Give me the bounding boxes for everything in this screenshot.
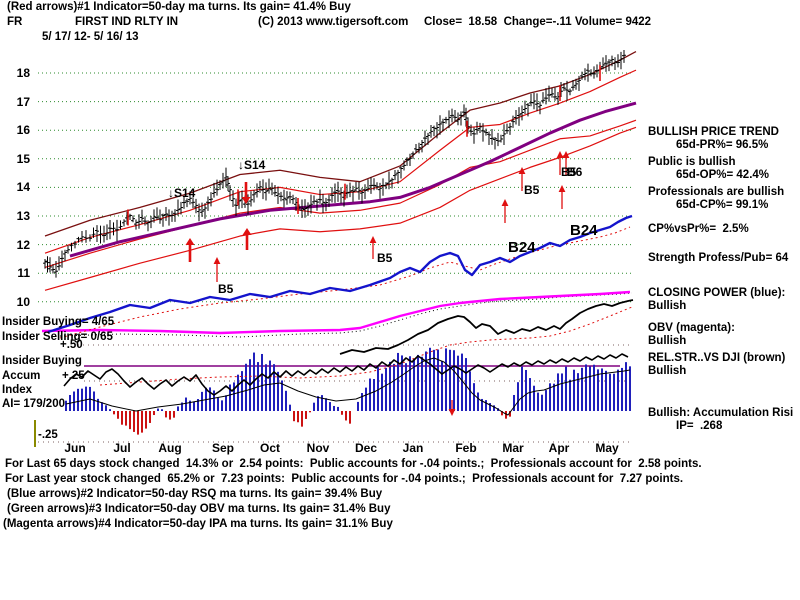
bollinger-bands <box>44 50 637 291</box>
side-panel-line: Bullish <box>648 335 687 347</box>
copyright-text: (C) 2013 www.tigersoft.com <box>258 16 409 28</box>
signal-label-b24: B24 <box>570 222 598 239</box>
month-label-mar: Mar <box>502 441 524 455</box>
left-label: -.25 <box>38 429 58 441</box>
left-label: Accum <box>2 370 41 382</box>
side-panel-line: CLOSING POWER (blue): <box>648 287 786 299</box>
price-bars <box>43 50 626 278</box>
relstr-ma-dotted <box>99 306 633 386</box>
month-label-apr: Apr <box>548 441 570 455</box>
left-label: AI= 179/200 <box>2 398 65 410</box>
accumulation-index-line <box>63 353 629 396</box>
indicator2-legend: (Blue arrows)#2 Indicator=50-day RSQ ma … <box>7 488 383 500</box>
side-panel-line: REL.STR..VS DJI (brown) <box>648 352 786 364</box>
y-axis-tick-label: 10 <box>16 294 30 309</box>
closing-power-line <box>47 214 633 334</box>
signal-label-b5: B5 <box>561 165 577 179</box>
month-label-sep: Sep <box>211 441 235 455</box>
signal-arrows <box>185 151 570 416</box>
side-panel-line: 65d-PR%= 96.5% <box>676 139 769 151</box>
side-panel-line: 65d-CP%= 99.1% <box>676 199 769 211</box>
side-panel-line: Public is bullish <box>648 156 736 168</box>
month-label-jan: Jan <box>402 441 424 455</box>
obv-line <box>41 290 631 335</box>
left-label: Insider Buying <box>2 355 82 367</box>
signal-label-b5: B5 <box>524 183 540 197</box>
signal-label-b5: B5 <box>377 251 393 265</box>
cp-ma-dotted <box>59 226 631 339</box>
side-panel-line: BULLISH PRICE TREND <box>648 126 779 138</box>
month-label-jun: Jun <box>64 441 86 455</box>
footer-line-year: For Last year stock changed 65.2% or 7.2… <box>5 473 684 485</box>
left-label: Insider Buying= 4/65 <box>2 316 115 328</box>
month-label-jul: Jul <box>113 441 131 455</box>
left-label: +.25 <box>62 370 85 382</box>
indicator4-legend: (Magenta arrows)#4 Indicator=50-day IPA … <box>3 518 393 530</box>
y-axis-tick-label: 18 <box>16 66 30 80</box>
side-panel-line: Bullish: Accumulation Risi <box>648 407 794 419</box>
y-axis-tick-label: 15 <box>16 151 30 166</box>
side-panel-line: OBV (magenta): <box>648 322 735 334</box>
y-axis-tick-label: 16 <box>16 123 30 138</box>
side-panel-line: 65d-OP%= 42.4% <box>676 169 770 181</box>
month-label-oct: Oct <box>259 441 281 455</box>
y-axis-tick-label: 11 <box>17 266 30 281</box>
ma50-line <box>69 101 637 258</box>
signal-label-b24: B24 <box>508 239 536 256</box>
y-axis-tick-label: 13 <box>16 209 30 223</box>
relative-strength-line <box>339 299 634 355</box>
month-label-nov: Nov <box>306 441 330 455</box>
ticker-symbol: FR <box>7 16 23 28</box>
indicator3-legend: (Green arrows)#3 Indicator=50-day OBV ma… <box>7 503 391 515</box>
month-label-dec: Dec <box>354 441 378 455</box>
indicator1-legend: (Red arrows)#1 Indicator=50-day ma turns… <box>7 1 351 13</box>
left-label: Insider Selling= 0/65 <box>2 331 113 343</box>
y-axis-tick-label: 17 <box>16 94 30 109</box>
footer-line-65days: For Last 65 days stock changed 14.3% or … <box>5 458 702 470</box>
left-label: Index <box>2 384 33 396</box>
date-range: 5/ 17/ 12- 5/ 16/ 13 <box>42 31 139 43</box>
side-panel-line: IP= .268 <box>676 420 723 432</box>
side-panel-line: Professionals are bullish <box>648 186 785 198</box>
month-label-aug: Aug <box>158 441 182 455</box>
obv-ma-dotted <box>59 292 633 338</box>
volume-histogram <box>65 347 631 435</box>
left-label: +.50 <box>60 339 83 351</box>
month-label-feb: Feb <box>455 441 477 455</box>
side-panel-line: Strength Profess/Pub= 64 <box>648 252 789 264</box>
axis-dotted-lines <box>38 344 633 443</box>
signal-label-b5: B5 <box>218 282 234 296</box>
signal-label-s14: ↓S14 <box>238 158 266 172</box>
y-axis-tick-label: 14 <box>16 180 30 195</box>
y-axis-tick-label: 12 <box>16 237 30 252</box>
side-panel-line: CP%vsPr%= 2.5% <box>648 223 749 235</box>
quote-summary: Close= 18.58 Change=-.11 Volume= 9422 <box>424 16 652 28</box>
histogram-ma-line <box>65 357 631 416</box>
side-panel-line: Bullish <box>648 365 687 377</box>
month-label-may: May <box>595 441 619 455</box>
side-panel-line: Bullish <box>648 300 687 312</box>
signal-label-b6: B6 <box>567 165 583 179</box>
signal-label-s14: ↓S14 <box>168 186 196 200</box>
company-name: FIRST IND RLTY IN <box>75 16 179 28</box>
